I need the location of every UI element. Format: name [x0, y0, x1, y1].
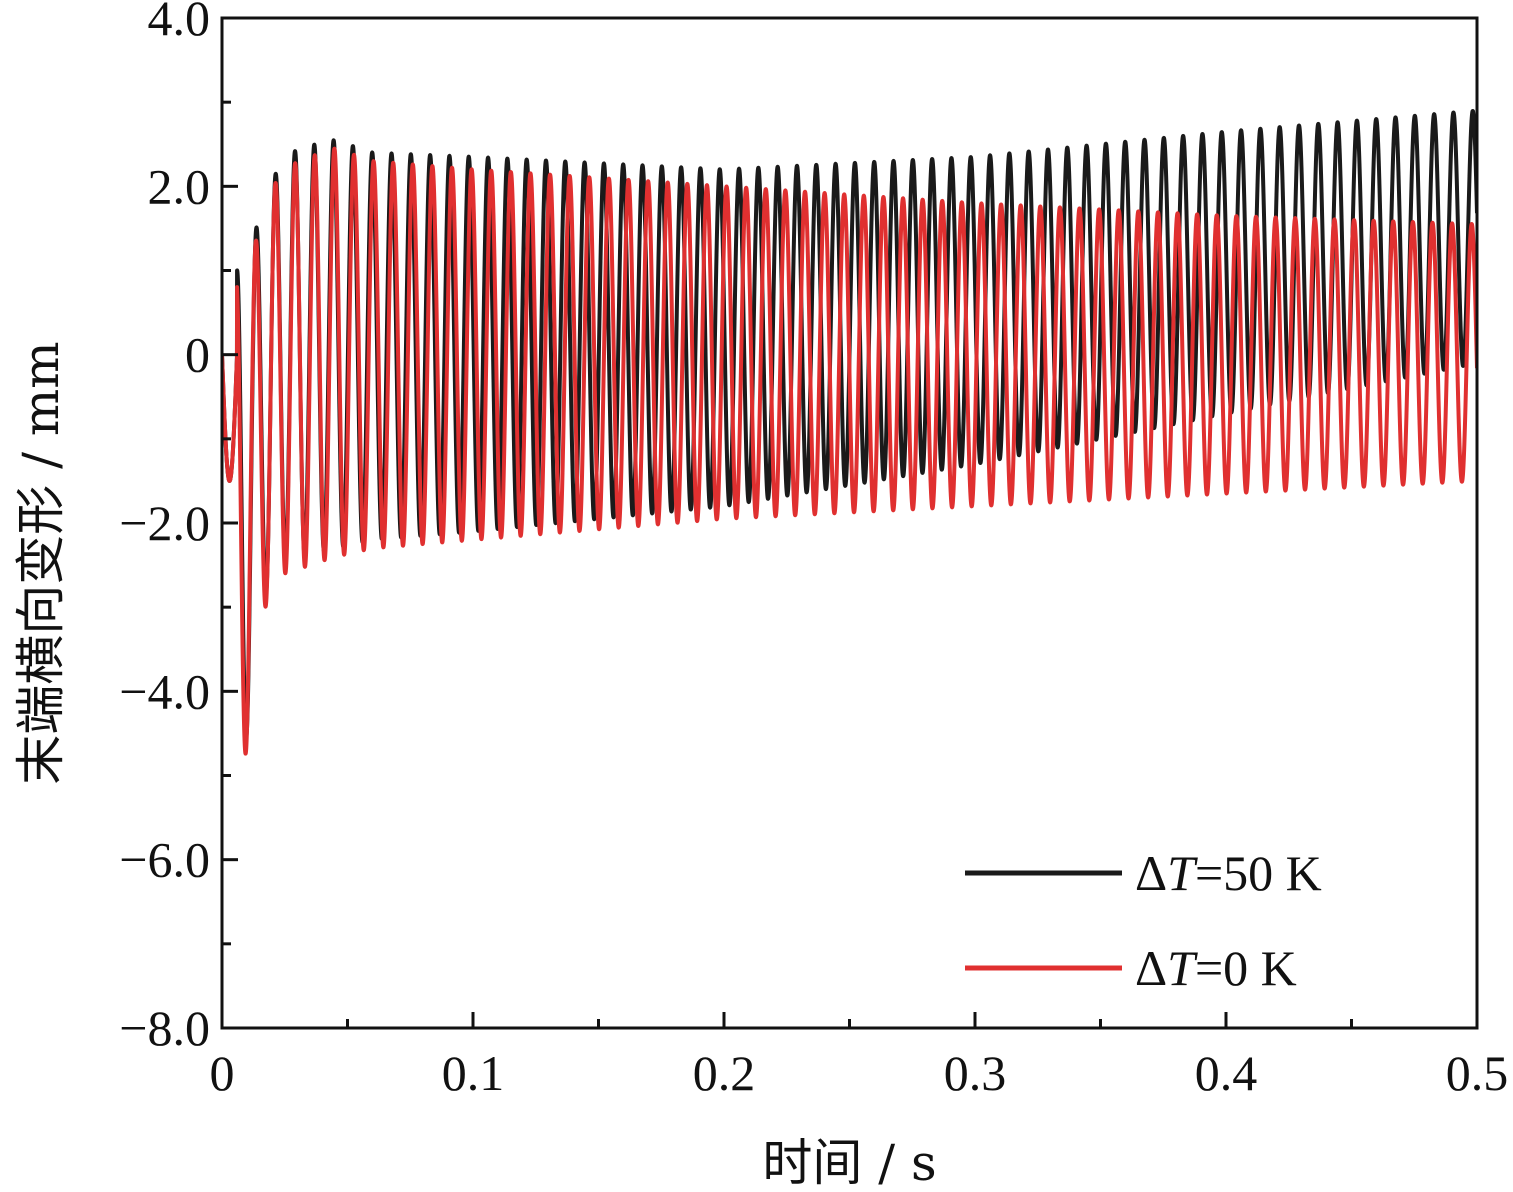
series-line — [222, 146, 1477, 756]
y-tick-label: −4.0 — [119, 663, 210, 719]
y-tick-label: 2.0 — [148, 158, 211, 214]
series-layer — [222, 108, 1477, 756]
y-tick-label: 4.0 — [148, 0, 211, 46]
y-tick-label: 0 — [185, 327, 210, 383]
x-tick-label: 0.2 — [693, 1045, 756, 1101]
x-tick-label: 0.4 — [1195, 1045, 1258, 1101]
legend: ΔT=50 K ΔT=0 K — [965, 845, 1322, 996]
x-tick-label: 0.5 — [1446, 1045, 1509, 1101]
y-tick-label: −8.0 — [119, 1000, 210, 1056]
y-axis-title: 末端横向变形 / mm — [12, 341, 70, 784]
x-tick-label: 0 — [210, 1045, 235, 1101]
x-axis-title: 时间 / s — [762, 1134, 936, 1192]
ticks-layer — [220, 16, 1479, 1030]
y-tick-label: −2.0 — [119, 495, 210, 551]
y-tick-label: −6.0 — [119, 832, 210, 888]
x-tick-label: 0.3 — [944, 1045, 1007, 1101]
labels-layer: 0 0.1 0.2 0.3 0.4 0.5 4.0 2.0 0 −2.0 −4.0 −6.0 −8.0 — [119, 0, 1508, 1101]
x-tick-label: 0.1 — [442, 1045, 505, 1101]
legend-label: ΔT=0 K — [1135, 940, 1297, 996]
legend-label: ΔT=50 K — [1135, 845, 1322, 901]
